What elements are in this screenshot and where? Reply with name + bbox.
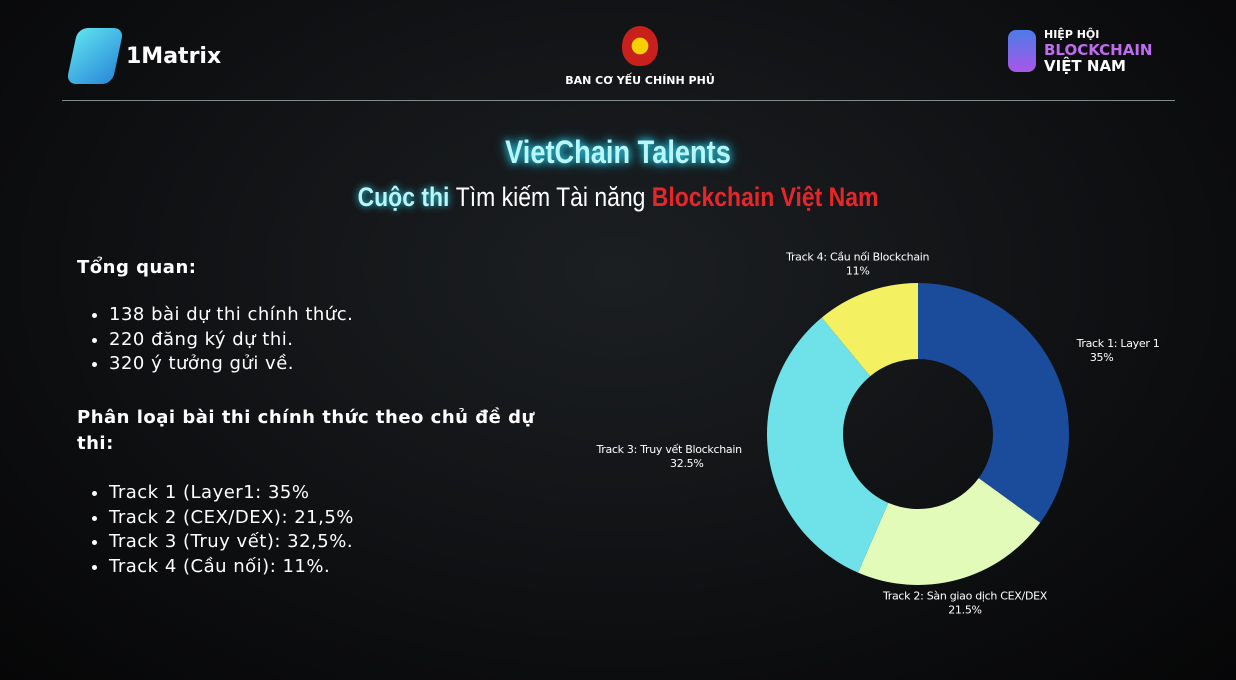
heading: Tổng quan: — [77, 257, 197, 278]
list-item: 320 ý tưởng gửi về. — [109, 352, 547, 377]
slice-value: 35% — [1090, 351, 1114, 364]
logo-text: BLOCKCHAIN — [1044, 41, 1153, 59]
donut-segment — [767, 317, 889, 573]
subtitle-part: Tìm kiếm Tài năng — [455, 182, 646, 212]
logo-text: VIỆT NAM — [1044, 57, 1126, 75]
logo-text: HIỆP HỘI — [1044, 28, 1100, 41]
slice-label: Track 1: Layer 1 — [1076, 337, 1160, 350]
slice-label: Track 3: Truy vết Blockchain — [595, 443, 742, 456]
slice-label: Track 4: Cầu nối Blockchain — [785, 251, 929, 264]
subtitle-part: Blockchain Việt Nam — [651, 182, 879, 212]
logo-text: 1Matrix — [126, 43, 222, 69]
logo-text: BAN CƠ YẾU CHÍNH PHỦ — [565, 74, 715, 87]
list: 138 bài dự thi chính thức.220 đăng ký dự… — [77, 303, 547, 377]
donut-segment — [821, 283, 918, 377]
heading: Phân loại bài thi chính thức theo chủ đề… — [77, 407, 535, 454]
slice-label: Track 2: Sàn giao dịch CEX/DEX — [882, 590, 1048, 603]
donut-segment — [858, 478, 1041, 585]
slice-value: 11% — [846, 265, 870, 278]
list-item: Track 3 (Truy vết): 32,5%. — [109, 530, 547, 555]
classification: Phân loại bài thi chính thức theo chủ đề… — [77, 405, 547, 579]
logo-hiep-hoi: HIỆP HỘI BLOCKCHAIN VIỆT NAM — [1008, 28, 1152, 74]
list-item: Track 1 (Layer1: 35% — [109, 481, 547, 506]
slice-value: 32.5% — [670, 457, 703, 470]
list-item: Track 2 (CEX/DEX): 21,5% — [109, 506, 547, 531]
list-item: 138 bài dự thi chính thức. — [109, 303, 547, 328]
divider — [62, 100, 1175, 101]
subtitle: Cuộc thi Tìm kiếm Tài năng Blockchain Vi… — [93, 182, 1144, 213]
list: Track 1 (Layer1: 35%Track 2 (CEX/DEX): 2… — [77, 481, 547, 579]
list-item: 220 đăng ký dự thi. — [109, 328, 547, 353]
title: VietChain Talents — [505, 134, 731, 170]
subtitle-part: Cuộc thi — [357, 182, 450, 212]
logo-1matrix: 1Matrix — [66, 28, 222, 84]
logo-ban-co-yeu: BAN CƠ YẾU CHÍNH PHỦ — [540, 26, 740, 87]
donut-segment — [918, 283, 1069, 523]
list-item: Track 4 (Cầu nối): 11%. — [109, 555, 547, 580]
overview: Tổng quan: 138 bài dự thi chính thức.220… — [77, 255, 547, 377]
slice-value: 21.5% — [948, 604, 981, 617]
